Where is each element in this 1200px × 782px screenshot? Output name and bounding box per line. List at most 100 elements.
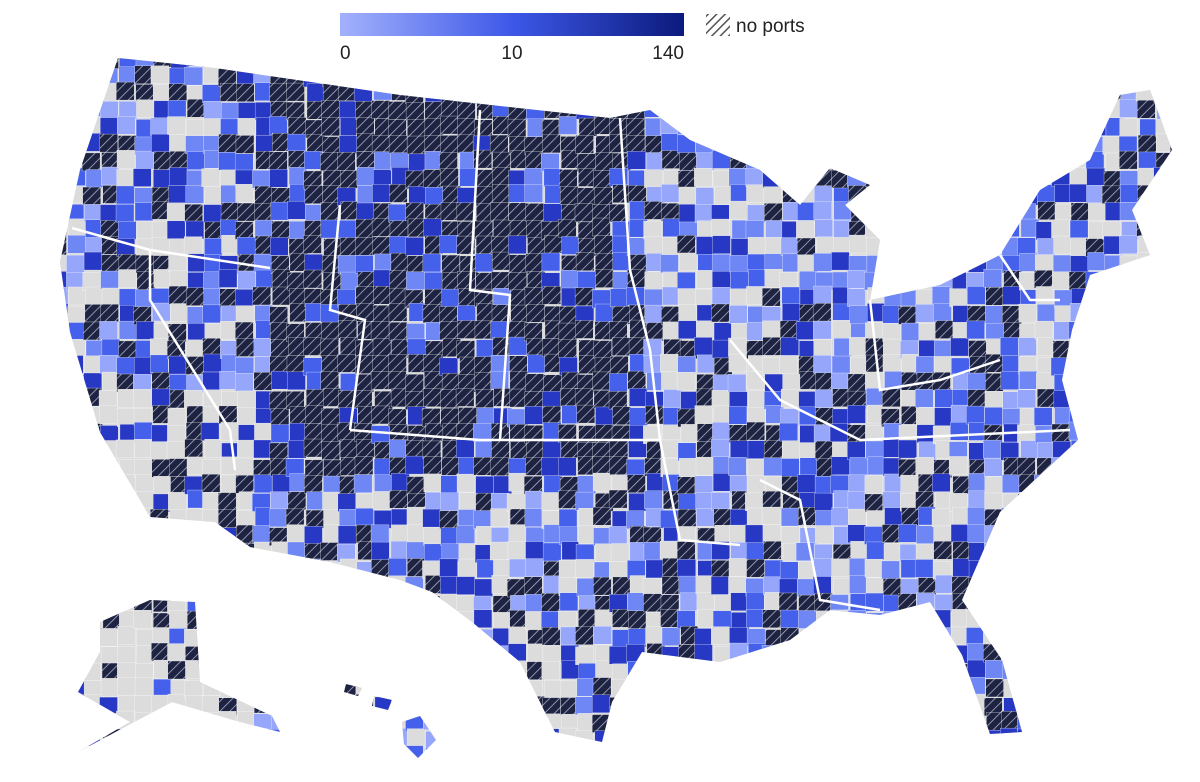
- county: [984, 509, 1003, 528]
- county: [781, 458, 800, 477]
- county: [153, 58, 172, 68]
- county: [1052, 441, 1071, 460]
- county: [423, 527, 442, 546]
- county: [371, 746, 390, 758]
- county: [918, 713, 938, 733]
- county: [185, 185, 204, 204]
- county: [1088, 510, 1107, 529]
- county: [765, 119, 784, 138]
- county: [679, 65, 698, 85]
- county: [305, 695, 324, 715]
- county: [405, 576, 424, 595]
- county: [1085, 102, 1104, 121]
- county: [101, 713, 121, 732]
- county: [950, 337, 969, 357]
- county: [541, 492, 560, 511]
- county: [1019, 592, 1038, 612]
- county: [203, 628, 222, 647]
- county: [1136, 593, 1155, 612]
- county: [661, 711, 680, 731]
- county: [645, 405, 664, 425]
- county: [610, 288, 629, 307]
- county: [372, 713, 391, 733]
- county: [1153, 577, 1172, 597]
- county: [167, 660, 186, 680]
- county: [1171, 423, 1172, 443]
- county: [883, 118, 902, 138]
- county: [356, 151, 375, 170]
- county: [950, 117, 969, 136]
- county: [1017, 237, 1036, 256]
- county: [747, 133, 767, 153]
- county: [524, 168, 543, 187]
- county: [796, 660, 815, 680]
- county: [900, 116, 920, 136]
- county: [645, 559, 665, 579]
- county: [951, 99, 971, 119]
- county: [404, 745, 424, 758]
- county: [1136, 218, 1155, 237]
- county: [916, 592, 935, 611]
- county: [1051, 219, 1070, 239]
- county: [1017, 728, 1036, 748]
- county: [577, 82, 596, 101]
- county: [814, 492, 833, 512]
- county: [1085, 695, 1104, 714]
- county: [662, 218, 681, 237]
- county: [815, 133, 834, 152]
- county: [84, 442, 103, 461]
- county: [1103, 83, 1122, 102]
- county: [816, 645, 835, 664]
- county: [1136, 680, 1155, 699]
- county: [270, 491, 289, 510]
- county: [60, 422, 68, 442]
- county: [219, 288, 239, 307]
- county: [898, 101, 918, 120]
- legend-tick-label: 140: [652, 43, 684, 64]
- county: [153, 151, 172, 170]
- county: [1002, 629, 1021, 648]
- county: [779, 422, 798, 442]
- county: [850, 58, 869, 67]
- county: [321, 423, 340, 443]
- county: [304, 543, 323, 562]
- county: [474, 372, 493, 391]
- county: [967, 58, 986, 70]
- county: [849, 713, 868, 733]
- county: [169, 67, 188, 87]
- county: [729, 255, 749, 274]
- county: [60, 219, 67, 239]
- county: [575, 626, 594, 645]
- county: [355, 680, 374, 699]
- county: [1171, 100, 1172, 119]
- county: [1154, 524, 1172, 544]
- county: [679, 152, 698, 171]
- county: [898, 184, 917, 204]
- county: [729, 475, 749, 494]
- county: [1017, 493, 1037, 513]
- county: [286, 524, 306, 543]
- county: [882, 170, 901, 189]
- county: [1136, 305, 1155, 324]
- county: [168, 527, 188, 546]
- county: [865, 85, 884, 104]
- county: [507, 643, 527, 662]
- county: [509, 558, 528, 578]
- county: [321, 560, 340, 580]
- county: [490, 696, 510, 716]
- county: [867, 747, 886, 758]
- county: [304, 254, 323, 273]
- county: [1000, 442, 1019, 461]
- county: [932, 169, 952, 188]
- county: [849, 575, 868, 594]
- county: [781, 286, 801, 306]
- county: [1120, 476, 1139, 495]
- county: [508, 202, 527, 221]
- county: [1102, 492, 1121, 511]
- county: [474, 58, 494, 68]
- county: [935, 320, 954, 339]
- county: [1068, 746, 1087, 758]
- county: [337, 731, 356, 751]
- county: [1051, 135, 1070, 154]
